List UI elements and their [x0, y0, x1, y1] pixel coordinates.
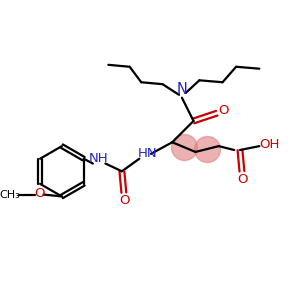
Point: [205, 147, 209, 152]
Text: O: O: [238, 172, 248, 185]
Text: NH: NH: [89, 152, 109, 165]
Text: O: O: [120, 194, 130, 207]
Text: O: O: [34, 187, 45, 200]
Text: OH: OH: [259, 138, 279, 151]
Text: HN: HN: [137, 147, 157, 161]
Point: [182, 145, 186, 149]
Text: O: O: [218, 104, 229, 117]
Text: N: N: [176, 82, 188, 98]
Text: CH₃: CH₃: [0, 190, 20, 200]
